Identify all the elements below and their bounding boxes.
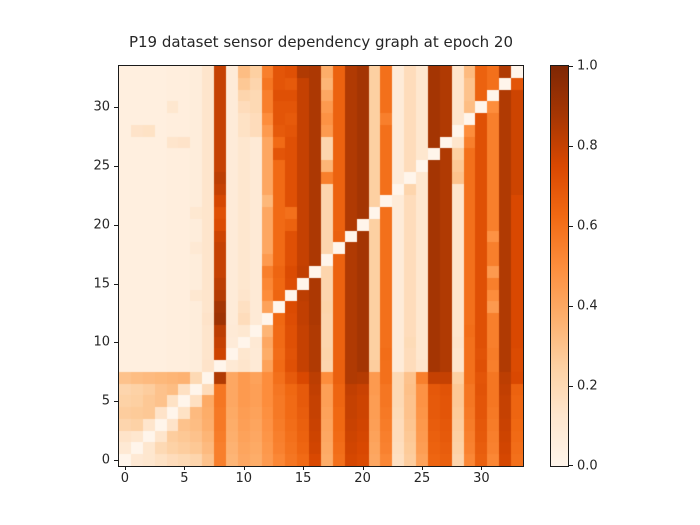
chart-title: P19 dataset sensor dependency graph at e… — [128, 33, 514, 51]
y-tick-label: 25 — [93, 158, 110, 174]
x-tick-mark — [303, 466, 305, 470]
x-tick-mark — [124, 466, 126, 470]
y-tick-label: 15 — [93, 276, 110, 292]
x-tick-label: 30 — [473, 471, 490, 486]
colorbar-tick-label: 0.6 — [577, 218, 598, 234]
y-tick-label: 30 — [93, 99, 110, 115]
colorbar-tick-label: 1.0 — [577, 58, 598, 74]
x-tick-label: 0 — [120, 471, 130, 486]
y-tick-mark — [114, 224, 118, 226]
colorbar-tick-mark — [569, 386, 573, 387]
y-tick-mark — [114, 107, 118, 109]
x-tick-mark — [422, 466, 423, 470]
x-tick-label: 5 — [180, 471, 189, 486]
x-tick-mark — [184, 466, 186, 470]
x-tick-label: 15 — [294, 471, 312, 486]
y-tick-label: 5 — [101, 393, 110, 409]
y-tick-label: 10 — [93, 334, 110, 350]
colorbar-tick-label: 0.2 — [577, 378, 598, 394]
y-tick-mark — [114, 342, 118, 344]
heatmap-plot-area — [118, 65, 524, 467]
x-tick-mark — [481, 466, 483, 470]
heatmap-canvas — [119, 66, 523, 466]
y-tick-mark — [114, 166, 118, 167]
x-tick-label: 20 — [354, 471, 371, 486]
y-tick-mark — [114, 283, 118, 285]
colorbar-tick-mark — [569, 66, 573, 67]
colorbar-tick-mark — [569, 465, 573, 466]
x-tick-label: 10 — [235, 471, 253, 486]
y-tick-mark — [114, 460, 118, 462]
x-tick-mark — [362, 466, 364, 470]
colorbar-tick-label: 0.8 — [577, 138, 598, 154]
colorbar-tick-label: 0.4 — [577, 298, 598, 314]
y-tick-mark — [114, 401, 118, 403]
y-tick-label: 0 — [101, 452, 110, 468]
colorbar-tick-mark — [569, 306, 573, 307]
x-tick-mark — [243, 466, 245, 470]
y-tick-label: 20 — [93, 217, 110, 233]
colorbar-tick-mark — [569, 146, 573, 147]
colorbar-tick-mark — [569, 226, 573, 227]
x-tick-label: 25 — [413, 471, 431, 486]
colorbar-tick-label: 0.0 — [577, 458, 598, 474]
colorbar — [550, 65, 569, 467]
